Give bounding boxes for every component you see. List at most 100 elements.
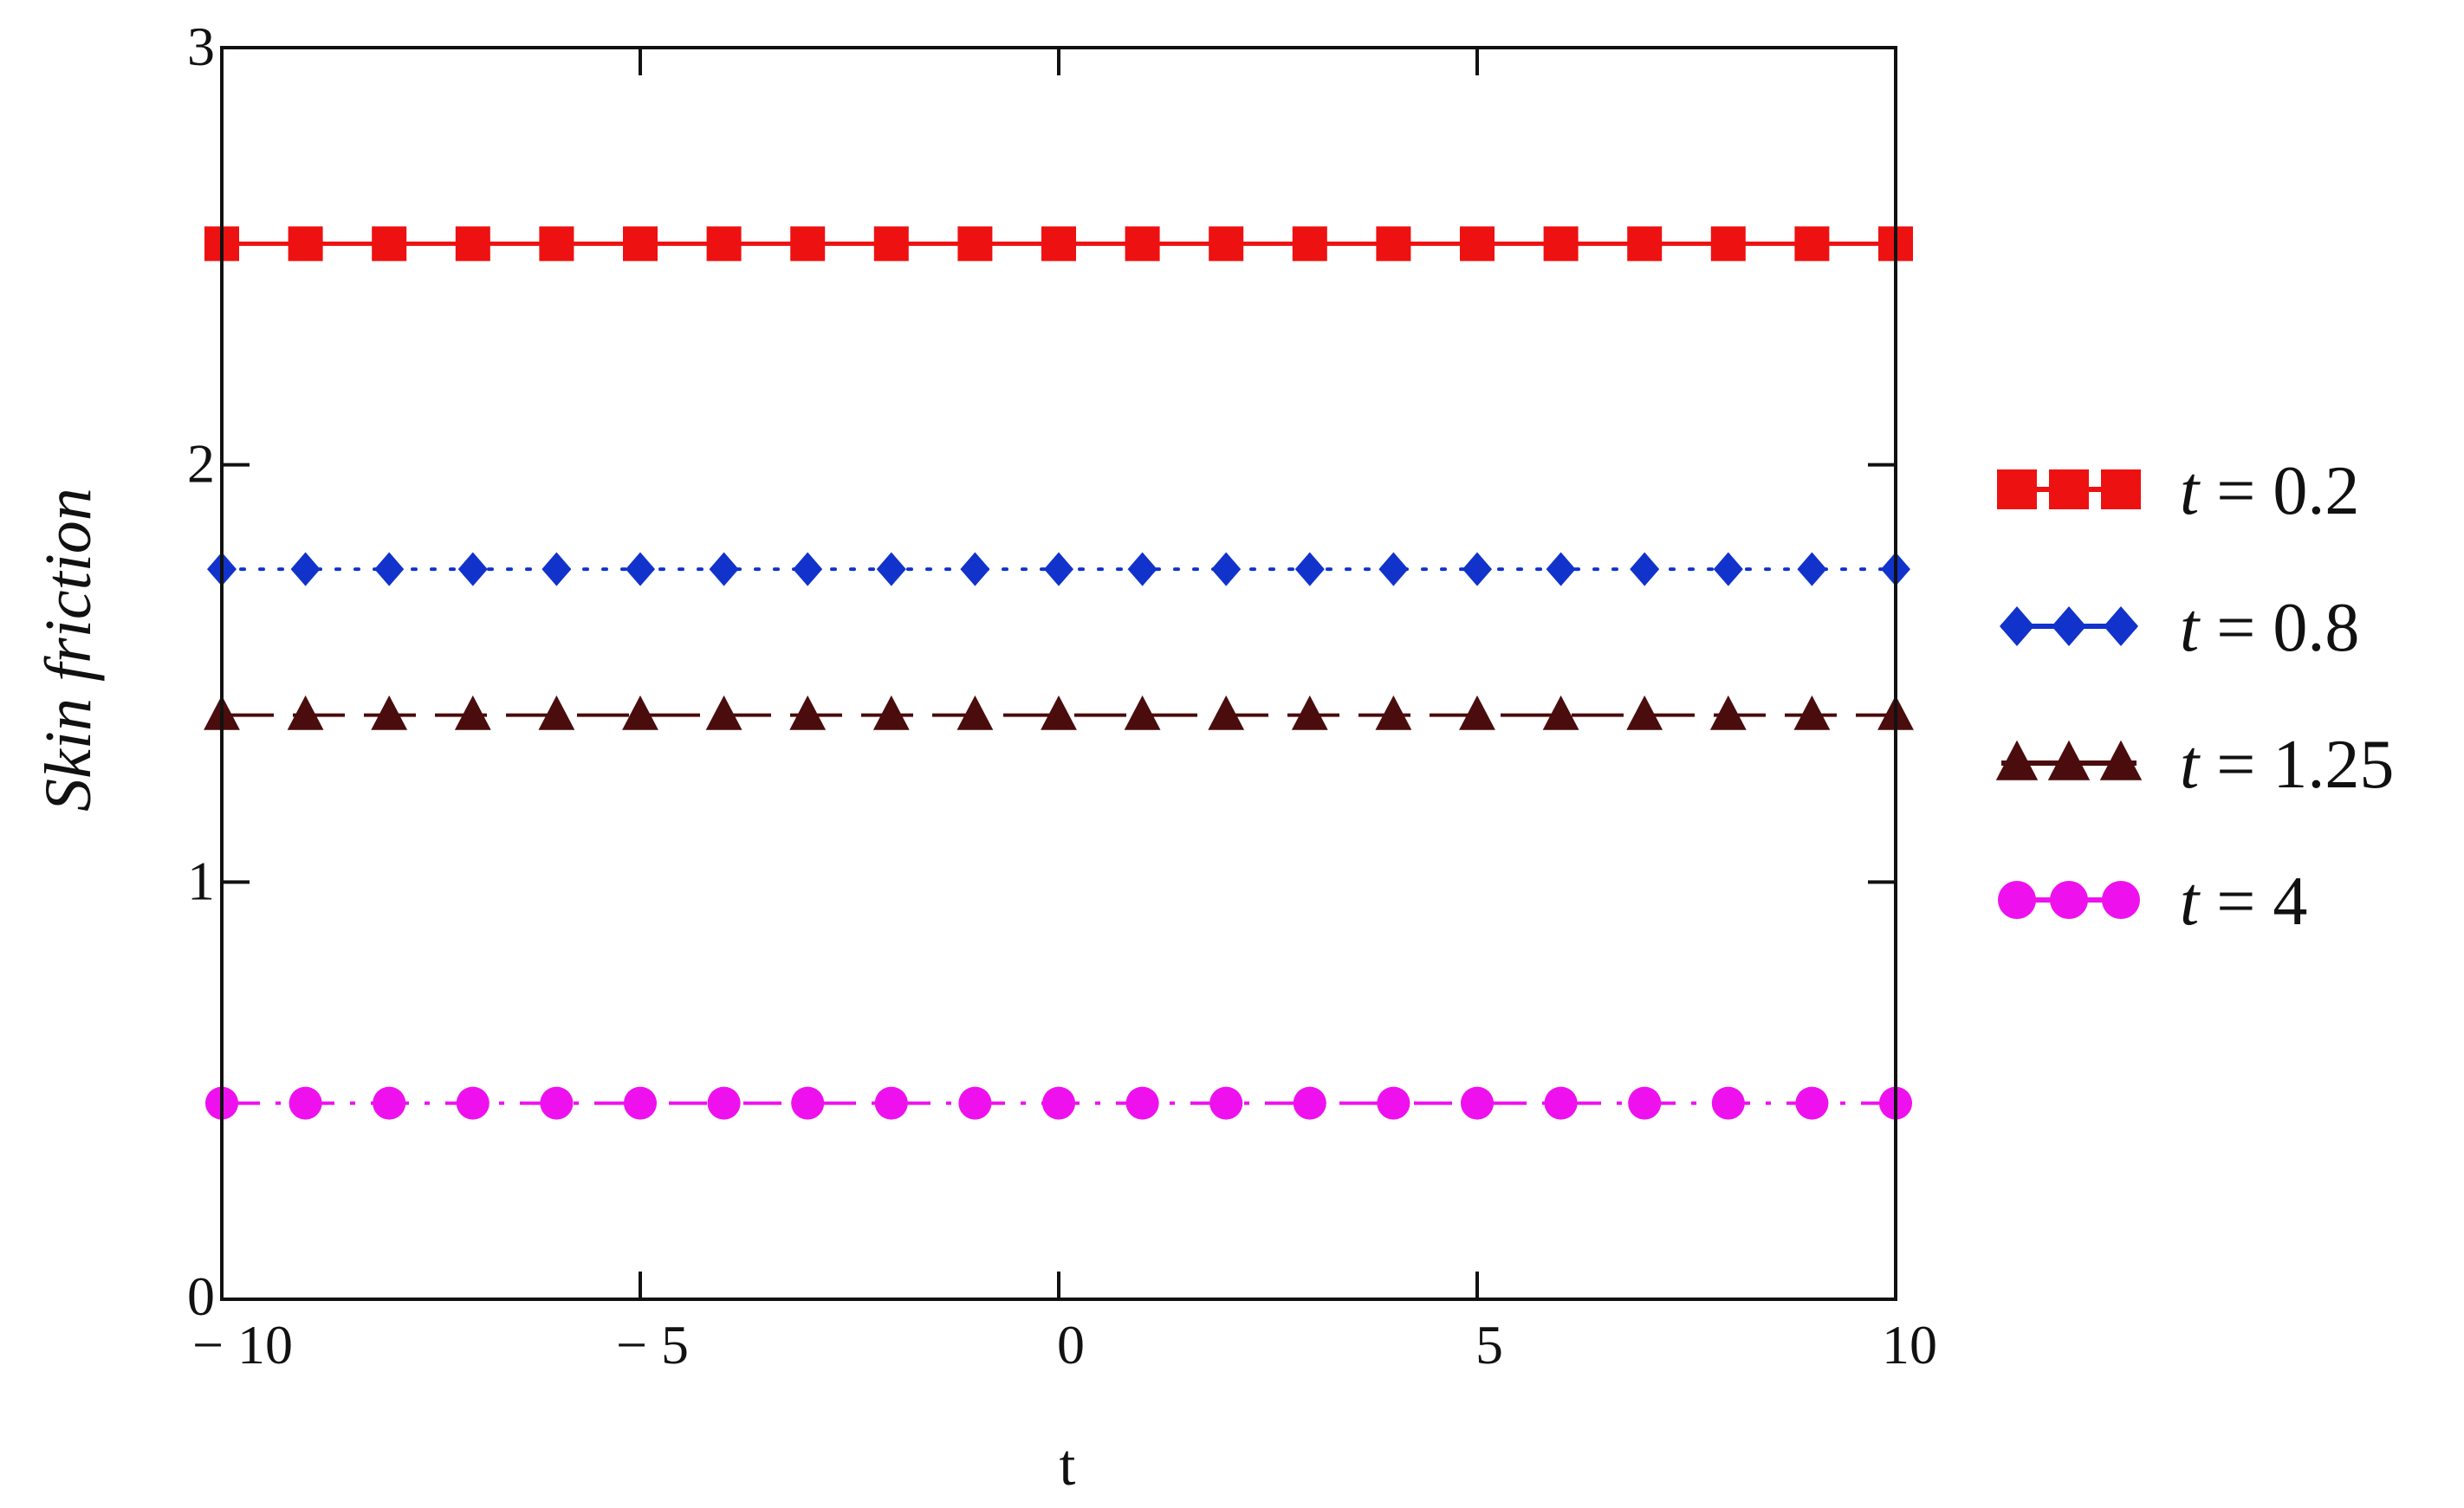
data-point bbox=[1626, 695, 1663, 730]
labels-layer: t Skin friction bbox=[32, 488, 1076, 1498]
legend-marker bbox=[2049, 469, 2089, 509]
data-point bbox=[1209, 1086, 1243, 1120]
legend-marker bbox=[2047, 740, 2091, 780]
data-point bbox=[1461, 1086, 1494, 1120]
legend-item: t = 4 bbox=[1998, 864, 2307, 940]
data-point bbox=[1627, 226, 1663, 262]
data-point bbox=[1041, 226, 1076, 262]
data-point bbox=[1378, 552, 1409, 586]
data-point bbox=[290, 552, 321, 586]
y-tick-label: 0 bbox=[187, 1265, 215, 1327]
data-point bbox=[288, 226, 323, 262]
data-point bbox=[1041, 695, 1077, 730]
data-point bbox=[1208, 695, 1245, 730]
y-tick-label: 3 bbox=[187, 16, 215, 77]
data-point bbox=[1462, 552, 1492, 586]
data-point bbox=[1375, 695, 1412, 730]
data-point bbox=[1628, 1086, 1662, 1120]
data-point bbox=[1630, 552, 1660, 586]
data-point bbox=[1794, 226, 1830, 262]
data-point bbox=[1459, 695, 1495, 730]
x-axis-label: t bbox=[1060, 1432, 1076, 1498]
data-point bbox=[373, 1086, 406, 1120]
data-point bbox=[709, 552, 739, 586]
legend-item: t = 0.2 bbox=[1997, 453, 2359, 529]
y-axis-label: Skin friction bbox=[32, 488, 105, 812]
data-point bbox=[454, 695, 491, 730]
x-tick-label: − 10 bbox=[192, 1314, 293, 1375]
data-point bbox=[456, 1086, 490, 1120]
x-tick-label: 0 bbox=[1057, 1314, 1085, 1375]
y-tick-label: 1 bbox=[187, 850, 215, 911]
data-point bbox=[1292, 226, 1327, 262]
data-point bbox=[1293, 1086, 1326, 1120]
data-point bbox=[1795, 1086, 1829, 1120]
data-point bbox=[1291, 695, 1328, 730]
data-point bbox=[289, 1086, 322, 1120]
data-point bbox=[1544, 1086, 1578, 1120]
data-point bbox=[455, 226, 490, 262]
data-point bbox=[1377, 1086, 1410, 1120]
data-point bbox=[706, 226, 742, 262]
data-point bbox=[1460, 226, 1495, 262]
data-point bbox=[705, 695, 742, 730]
data-point bbox=[1124, 695, 1161, 730]
data-point bbox=[626, 552, 655, 586]
data-point bbox=[1546, 552, 1576, 586]
y-tick-label: 2 bbox=[187, 433, 215, 495]
data-point bbox=[957, 226, 993, 262]
x-tick-label: − 5 bbox=[616, 1314, 689, 1375]
data-point bbox=[1709, 695, 1747, 730]
data-point bbox=[1710, 226, 1746, 262]
data-point bbox=[707, 1086, 741, 1120]
data-point bbox=[1543, 226, 1579, 262]
legend-item: t = 0.8 bbox=[2000, 590, 2359, 666]
data-point bbox=[541, 552, 572, 586]
data-point bbox=[1127, 552, 1157, 586]
data-point bbox=[1044, 552, 1073, 586]
data-point bbox=[622, 695, 658, 730]
data-point bbox=[1211, 552, 1242, 586]
legend-label: t = 0.8 bbox=[2180, 590, 2359, 666]
data-point bbox=[371, 695, 408, 730]
data-point bbox=[793, 552, 823, 586]
data-point bbox=[1294, 552, 1325, 586]
data-point bbox=[958, 1086, 992, 1120]
legend-marker bbox=[1998, 881, 2036, 919]
data-point bbox=[789, 695, 827, 730]
data-point bbox=[1793, 695, 1831, 730]
data-point bbox=[1542, 695, 1579, 730]
legend-marker bbox=[2102, 881, 2140, 919]
data-point bbox=[372, 226, 407, 262]
data-point bbox=[624, 1086, 657, 1120]
axes-layer: − 10 − 5 0 5 10 0 1 2 3 bbox=[187, 16, 1937, 1375]
data-point bbox=[623, 226, 658, 262]
legend-marker bbox=[2000, 606, 2034, 646]
data-point bbox=[1042, 1086, 1075, 1120]
data-point bbox=[1125, 1086, 1159, 1120]
data-point bbox=[956, 695, 994, 730]
legend-marker bbox=[2104, 606, 2138, 646]
series-4 bbox=[205, 1086, 1912, 1120]
data-point bbox=[876, 552, 906, 586]
legend-marker bbox=[1995, 740, 2039, 780]
data-point bbox=[872, 695, 910, 730]
data-point bbox=[873, 226, 909, 262]
data-point bbox=[1209, 226, 1244, 262]
data-point bbox=[374, 552, 405, 586]
data-point bbox=[1125, 226, 1160, 262]
legend: t = 0.2 t = 0.8 t = 1.25 t = 4 bbox=[1995, 453, 2394, 940]
legend-label: t = 1.25 bbox=[2180, 727, 2394, 803]
x-tick-label: 10 bbox=[1882, 1314, 1937, 1375]
legend-label: t = 0.2 bbox=[2180, 453, 2359, 529]
data-point bbox=[790, 226, 826, 262]
data-point bbox=[457, 552, 488, 586]
legend-marker bbox=[1997, 469, 2037, 509]
data-point bbox=[874, 1086, 908, 1120]
data-point bbox=[539, 226, 574, 262]
legend-marker bbox=[2050, 881, 2088, 919]
data-point bbox=[540, 1086, 574, 1120]
data-point bbox=[538, 695, 575, 730]
